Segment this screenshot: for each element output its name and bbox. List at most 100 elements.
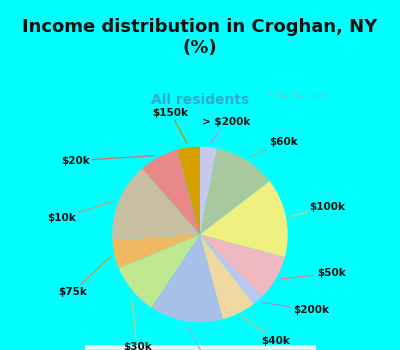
Bar <box>84 347 316 350</box>
Text: ⓘ City-Data.com: ⓘ City-Data.com <box>266 91 328 100</box>
Wedge shape <box>200 234 254 319</box>
Bar <box>84 345 316 348</box>
Text: All residents: All residents <box>151 93 249 107</box>
Bar <box>84 347 316 349</box>
Bar <box>84 346 316 348</box>
Bar <box>84 346 316 349</box>
Bar <box>84 347 316 350</box>
Wedge shape <box>112 168 200 240</box>
Bar <box>84 346 316 349</box>
Text: $75k: $75k <box>58 257 111 297</box>
Bar <box>84 346 316 349</box>
Bar <box>84 346 316 349</box>
Bar <box>84 347 316 349</box>
Bar <box>84 345 316 348</box>
Bar <box>84 346 316 348</box>
Wedge shape <box>142 150 200 234</box>
Bar <box>84 345 316 348</box>
Bar <box>84 347 316 349</box>
Bar <box>84 348 316 350</box>
Wedge shape <box>200 234 262 304</box>
Wedge shape <box>112 234 200 268</box>
Bar <box>84 346 316 349</box>
Bar <box>84 346 316 348</box>
Bar <box>84 347 316 349</box>
Text: > $200k: > $200k <box>202 117 250 143</box>
Bar <box>84 346 316 349</box>
Bar <box>84 346 316 348</box>
Text: $150k: $150k <box>152 107 188 143</box>
Bar <box>84 347 316 349</box>
Bar <box>84 345 316 348</box>
Bar <box>84 346 316 349</box>
Bar <box>84 346 316 348</box>
Bar <box>84 346 316 349</box>
Bar <box>84 347 316 349</box>
Bar <box>84 348 316 350</box>
Bar <box>84 348 316 350</box>
Bar <box>84 345 316 348</box>
Text: Income distribution in Croghan, NY
(%): Income distribution in Croghan, NY (%) <box>22 18 378 57</box>
Bar <box>84 348 316 350</box>
Bar <box>84 345 316 348</box>
Bar <box>84 346 316 349</box>
Wedge shape <box>200 181 288 257</box>
Bar <box>84 346 316 349</box>
Text: $20k: $20k <box>61 156 155 166</box>
Text: $100k: $100k <box>290 202 346 216</box>
Bar <box>84 348 316 350</box>
Bar <box>84 346 316 348</box>
Bar <box>84 346 316 349</box>
Bar <box>84 348 316 350</box>
Bar <box>84 347 316 349</box>
Bar <box>84 347 316 349</box>
Bar <box>84 348 316 350</box>
Bar <box>84 346 316 348</box>
Bar <box>84 348 316 350</box>
Bar <box>84 347 316 349</box>
Bar <box>84 346 316 348</box>
Bar <box>84 347 316 349</box>
Bar <box>84 346 316 348</box>
Bar <box>84 346 316 348</box>
Bar <box>84 347 316 350</box>
Bar <box>84 348 316 350</box>
Wedge shape <box>177 147 200 235</box>
Text: $200k: $200k <box>262 302 329 315</box>
Bar <box>84 346 316 348</box>
Text: $30k: $30k <box>123 294 152 350</box>
Bar <box>84 348 316 350</box>
Wedge shape <box>200 148 270 235</box>
Bar <box>84 346 316 348</box>
Bar <box>84 347 316 350</box>
Bar <box>84 347 316 349</box>
Bar <box>84 348 316 350</box>
Bar <box>84 348 316 350</box>
Bar <box>84 347 316 349</box>
Bar <box>84 346 316 349</box>
Text: $10k: $10k <box>47 201 114 223</box>
Bar <box>84 347 316 349</box>
Bar <box>84 347 316 350</box>
Text: $60k: $60k <box>250 137 298 157</box>
Bar <box>84 345 316 348</box>
Wedge shape <box>119 234 200 308</box>
Bar <box>84 346 316 348</box>
Wedge shape <box>200 234 285 296</box>
Bar <box>84 346 316 349</box>
Bar <box>84 346 316 348</box>
Bar <box>84 345 316 348</box>
Bar <box>84 346 316 348</box>
Bar <box>84 346 316 349</box>
Bar <box>84 346 316 349</box>
Bar <box>84 346 316 348</box>
Bar <box>84 348 316 350</box>
Bar <box>84 346 316 349</box>
Bar <box>84 346 316 349</box>
Bar <box>84 347 316 350</box>
Wedge shape <box>200 147 217 235</box>
Bar <box>84 347 316 350</box>
Bar <box>84 346 316 349</box>
Bar <box>84 347 316 350</box>
Bar <box>84 346 316 349</box>
